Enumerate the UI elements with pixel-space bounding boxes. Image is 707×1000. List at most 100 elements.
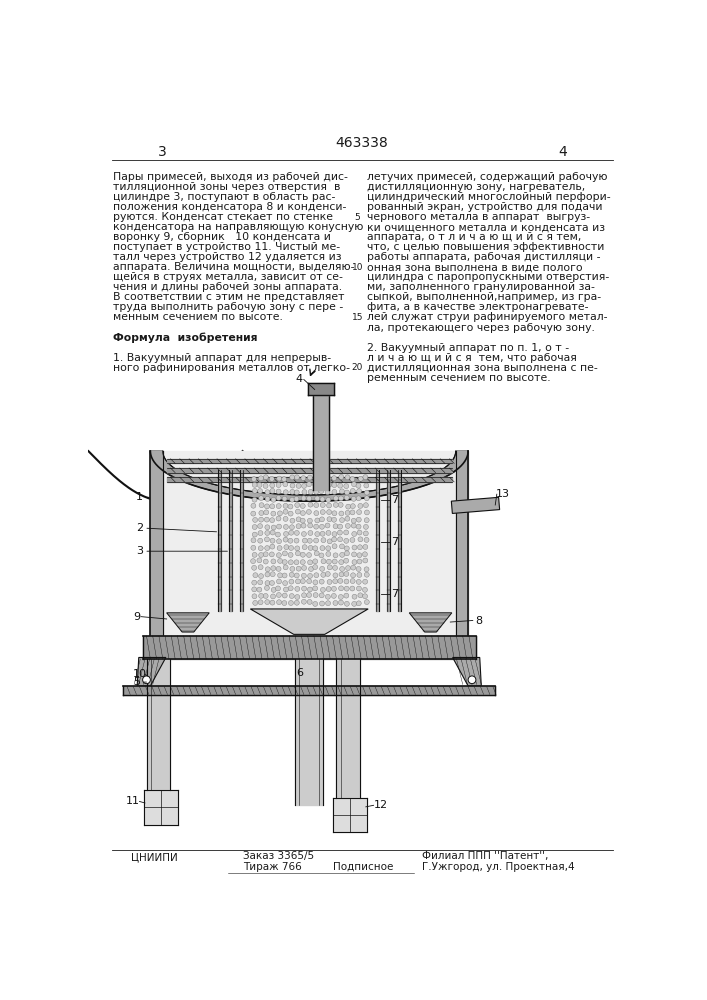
Circle shape: [276, 566, 281, 571]
Circle shape: [263, 475, 268, 480]
Text: 9: 9: [133, 612, 140, 622]
Circle shape: [271, 587, 276, 592]
Text: ла, протекающего через рабочую зону.: ла, протекающего через рабочую зону.: [368, 323, 595, 333]
Circle shape: [364, 572, 369, 577]
Circle shape: [252, 525, 257, 529]
Circle shape: [259, 503, 264, 508]
Circle shape: [346, 504, 351, 509]
Circle shape: [332, 483, 337, 488]
Circle shape: [357, 553, 362, 558]
Circle shape: [252, 532, 257, 537]
Circle shape: [312, 586, 317, 591]
Circle shape: [314, 524, 319, 529]
Circle shape: [251, 538, 256, 543]
Circle shape: [363, 558, 368, 563]
Circle shape: [326, 497, 331, 502]
Circle shape: [356, 524, 361, 529]
Text: цилиндрический многослойный перфори-: цилиндрический многослойный перфори-: [368, 192, 611, 202]
Circle shape: [339, 586, 344, 591]
Circle shape: [278, 558, 283, 563]
Text: рованный экран, устройство для подачи: рованный экран, устройство для подачи: [368, 202, 603, 212]
Text: 3: 3: [136, 546, 143, 556]
Circle shape: [333, 579, 338, 584]
Circle shape: [258, 531, 263, 536]
Circle shape: [302, 545, 307, 550]
Circle shape: [301, 599, 306, 604]
Circle shape: [252, 488, 257, 493]
Text: 12: 12: [374, 800, 388, 810]
Circle shape: [252, 565, 257, 570]
Circle shape: [363, 594, 368, 599]
Circle shape: [302, 565, 307, 570]
Circle shape: [344, 495, 349, 500]
Circle shape: [363, 475, 368, 480]
Circle shape: [327, 579, 332, 584]
Circle shape: [276, 553, 281, 558]
Circle shape: [270, 544, 275, 549]
Circle shape: [351, 565, 356, 570]
Circle shape: [270, 538, 275, 543]
Circle shape: [312, 546, 317, 551]
Circle shape: [308, 545, 313, 550]
Circle shape: [301, 573, 306, 578]
Text: воронку 9, сборник   10 конденсата и: воронку 9, сборник 10 конденсата и: [113, 232, 331, 242]
Circle shape: [300, 552, 305, 557]
Circle shape: [356, 489, 361, 494]
Circle shape: [258, 600, 263, 605]
Text: конденсатора на направляющую конусную: конденсатора на направляющую конусную: [113, 222, 363, 232]
Circle shape: [288, 511, 293, 516]
Circle shape: [339, 552, 344, 557]
Circle shape: [264, 517, 269, 522]
Circle shape: [332, 532, 337, 537]
Circle shape: [296, 517, 301, 522]
Circle shape: [288, 560, 293, 565]
Circle shape: [251, 503, 256, 508]
Circle shape: [364, 510, 369, 515]
Circle shape: [301, 496, 306, 501]
Text: 1: 1: [136, 492, 143, 502]
Circle shape: [315, 496, 320, 501]
Circle shape: [296, 579, 300, 584]
Text: талл через устройство 12 удаляется из: талл через устройство 12 удаляется из: [113, 252, 341, 262]
Circle shape: [276, 532, 281, 537]
Circle shape: [270, 600, 275, 605]
Circle shape: [326, 530, 331, 535]
Circle shape: [290, 489, 295, 494]
Circle shape: [276, 495, 281, 500]
Circle shape: [312, 601, 317, 606]
Circle shape: [300, 560, 305, 565]
Circle shape: [288, 552, 293, 557]
Circle shape: [308, 567, 313, 571]
Circle shape: [296, 483, 301, 488]
Circle shape: [300, 579, 305, 584]
Circle shape: [364, 496, 369, 501]
Circle shape: [344, 579, 349, 584]
Circle shape: [325, 490, 330, 495]
Circle shape: [333, 553, 338, 558]
Circle shape: [363, 531, 368, 536]
Circle shape: [276, 504, 281, 509]
Circle shape: [320, 566, 325, 571]
Circle shape: [271, 594, 276, 599]
Circle shape: [265, 572, 270, 577]
Circle shape: [258, 565, 263, 570]
Circle shape: [143, 676, 151, 684]
Text: 10: 10: [351, 263, 363, 272]
Circle shape: [339, 518, 344, 523]
Circle shape: [332, 593, 337, 598]
Circle shape: [312, 482, 317, 487]
Circle shape: [320, 587, 325, 592]
Circle shape: [294, 530, 299, 535]
Text: Филиал ППП ''Патент'',: Филиал ППП ''Патент'',: [421, 851, 548, 861]
Circle shape: [350, 510, 355, 515]
Circle shape: [252, 580, 257, 585]
Circle shape: [294, 538, 299, 543]
Text: фита, а в качестве электронагревате-: фита, а в качестве электронагревате-: [368, 302, 589, 312]
Circle shape: [344, 586, 349, 591]
Circle shape: [265, 490, 270, 495]
Circle shape: [295, 546, 300, 551]
Circle shape: [283, 509, 288, 514]
Circle shape: [321, 572, 326, 577]
Circle shape: [314, 475, 319, 480]
Circle shape: [302, 593, 307, 598]
